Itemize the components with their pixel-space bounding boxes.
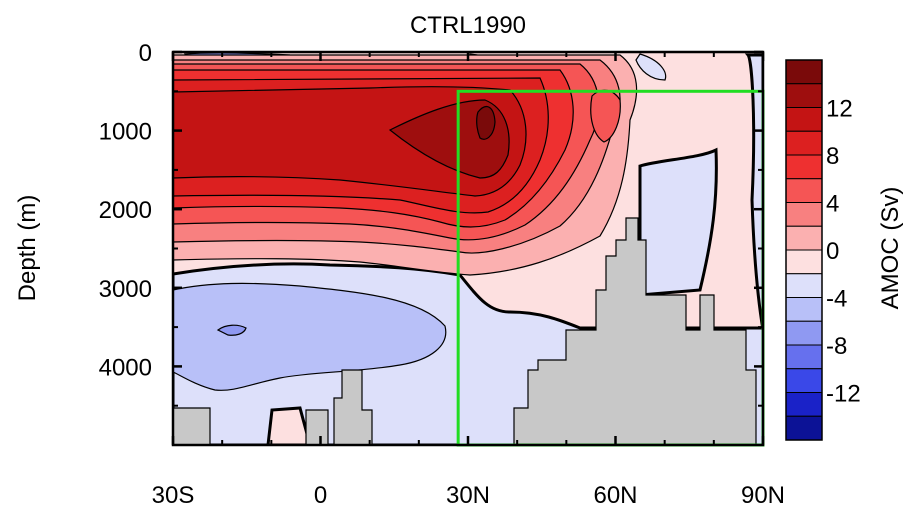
colorbar-swatch [785,130,823,156]
y-tick-label: 2000 [99,197,152,224]
y-tick-label: 1000 [99,119,152,146]
deep-positive-patch [266,406,312,445]
colorbar-swatch [785,107,823,132]
colorbar-tick-label: 12 [826,96,853,123]
colorbar-swatch [785,344,823,370]
x-tick-label: 60N [593,482,637,509]
x-tick-label: 0 [314,482,327,509]
colorbar-tick-label: -12 [826,381,861,408]
colorbar-swatch [785,415,823,441]
x-tick-label: 90N [741,482,785,509]
y-tick-label: 0 [139,40,152,67]
colorbar-frame [785,59,823,441]
colorbar-swatch [785,83,823,108]
polar-negative-column [744,53,763,331]
y-tick-label: 3000 [99,276,152,303]
contour-field [173,52,763,445]
positive-core-16 [476,105,496,140]
colorbar-label: AMOC (Sv) [877,187,904,310]
colorbar-swatch [785,59,823,85]
chart-title: CTRL1990 [410,12,526,39]
colorbar-swatch [785,225,823,251]
colorbar-swatch [785,392,823,417]
y-tick-label: 4000 [99,354,152,381]
x-tick-label: 30N [446,482,490,509]
colorbar-tick-label: -8 [826,333,847,360]
colorbar: 12 8 4 0 -4 -8 -12 [785,59,861,441]
negative-level-4 [173,282,447,391]
colorbar-swatch [785,154,823,180]
colorbar-tick-label: 8 [826,143,839,170]
colorbar-swatch [785,297,823,322]
x-tick-label: 30S [152,482,195,509]
colorbar-swatch [785,273,823,298]
colorbar-swatch [785,368,823,393]
x-axis: 30S 0 30N 60N 90N [152,52,785,509]
colorbar-tick-label: 4 [826,191,839,218]
surface-negative-cell-right [635,53,667,81]
northern-negative-tongue [638,147,718,297]
colorbar-tick-label: -4 [826,286,847,313]
colorbar-swatch [785,320,823,346]
y-axis-label: Depth (m) [14,195,41,302]
negative-level-6 [216,324,247,336]
colorbar-tick-label: 0 [826,238,839,265]
y-axis: 0 1000 2000 3000 4000 [99,40,763,407]
colorbar-swatch [785,178,823,203]
colorbar-swatch [785,249,823,275]
colorbar-swatch [785,202,823,227]
bottom-topography [173,217,757,445]
